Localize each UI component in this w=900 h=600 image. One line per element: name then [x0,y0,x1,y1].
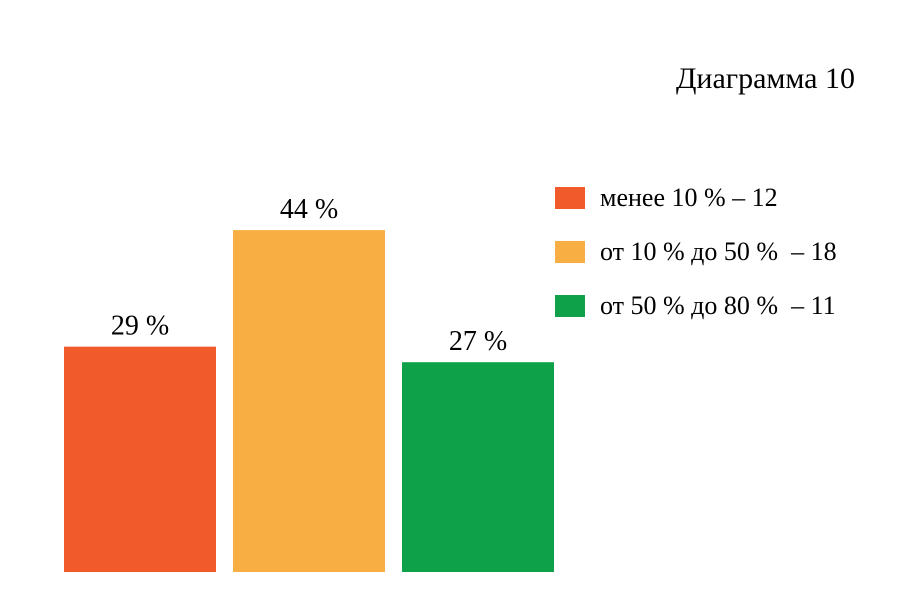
legend-swatch-2 [555,241,585,263]
bar-value-label-3: 27 % [449,326,507,357]
legend-label-2: от 10 % до 50 % – 18 [600,237,837,266]
bars-group: 29 % 44 % 27 % [64,194,554,572]
bar-3 [402,362,554,572]
bar-2 [233,230,385,572]
legend: менее 10 % – 12 от 10 % до 50 % – 18 от 50… [555,183,837,320]
legend-swatch-3 [555,295,585,317]
bar-value-label-1: 29 % [111,311,169,342]
legend-label-1: менее 10 % – 12 [600,183,778,212]
legend-label-3: от 50 % до 80 % – 11 [600,291,836,320]
legend-swatch-1 [555,187,585,209]
chart-title: Диаграмма 10 [676,62,855,95]
bar-value-label-2: 44 % [280,194,338,225]
bar-1 [64,346,216,572]
